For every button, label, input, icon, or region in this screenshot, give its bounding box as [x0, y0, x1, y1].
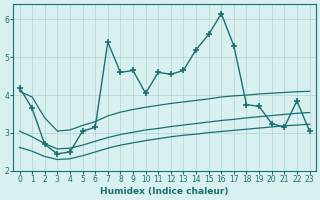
X-axis label: Humidex (Indice chaleur): Humidex (Indice chaleur)	[100, 187, 229, 196]
